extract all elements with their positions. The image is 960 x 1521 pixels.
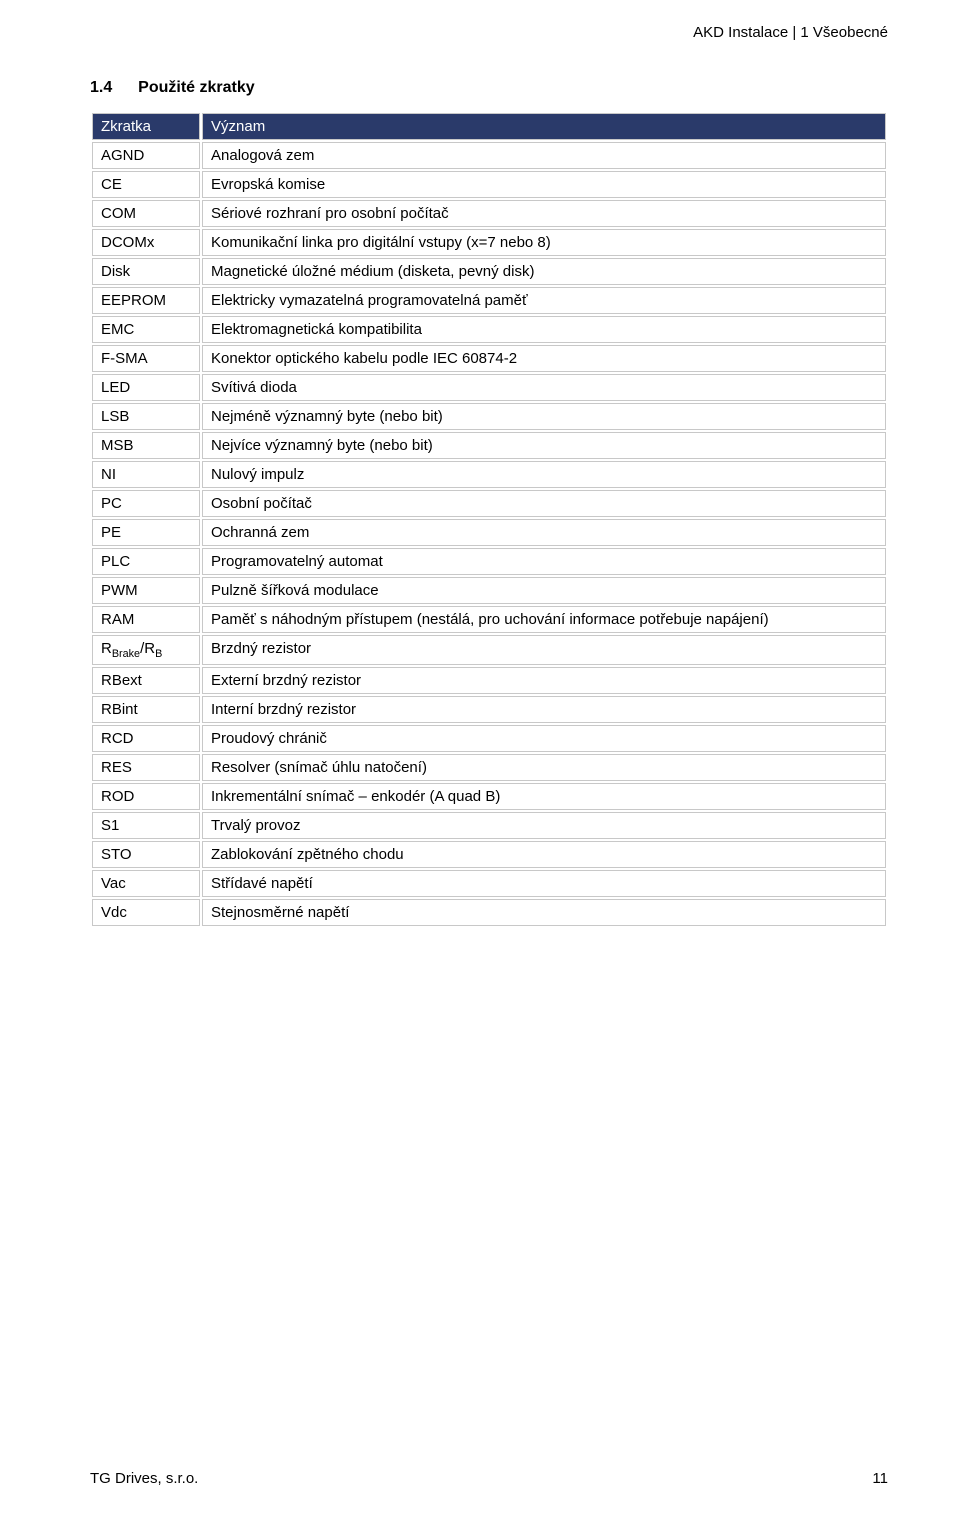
table-row: S1Trvalý provoz bbox=[92, 812, 886, 839]
cell-zkratka: STO bbox=[92, 841, 200, 868]
section-heading: 1.4 Použité zkratky bbox=[90, 79, 888, 97]
cell-zkratka: PC bbox=[92, 490, 200, 517]
cell-vyznam: Externí brzdný rezistor bbox=[202, 667, 886, 694]
col-header-zkratka: Zkratka bbox=[92, 113, 200, 140]
page-header-right: AKD Instalace | 1 Všeobecné bbox=[90, 24, 888, 41]
cell-zkratka: Vac bbox=[92, 870, 200, 897]
table-row: RBintInterní brzdný rezistor bbox=[92, 696, 886, 723]
table-row: RAMPaměť s náhodným přístupem (nestálá, … bbox=[92, 606, 886, 633]
abbreviations-table: Zkratka Význam AGNDAnalogová zemCEEvrops… bbox=[90, 111, 888, 928]
cell-vyznam: Magnetické úložné médium (disketa, pevný… bbox=[202, 258, 886, 285]
section-number: 1.4 bbox=[90, 79, 134, 97]
cell-vyznam: Osobní počítač bbox=[202, 490, 886, 517]
table-row: RBextExterní brzdný rezistor bbox=[92, 667, 886, 694]
table-row: RODInkrementální snímač – enkodér (A qua… bbox=[92, 783, 886, 810]
table-row: EEPROMElektricky vymazatelná programovat… bbox=[92, 287, 886, 314]
cell-zkratka: F-SMA bbox=[92, 345, 200, 372]
table-row: F-SMAKonektor optického kabelu podle IEC… bbox=[92, 345, 886, 372]
cell-vyznam: Nejméně významný byte (nebo bit) bbox=[202, 403, 886, 430]
cell-zkratka: RAM bbox=[92, 606, 200, 633]
table-header-row: Zkratka Význam bbox=[92, 113, 886, 140]
cell-vyznam: Elektricky vymazatelná programovatelná p… bbox=[202, 287, 886, 314]
cell-zkratka: COM bbox=[92, 200, 200, 227]
table-row: NINulový impulz bbox=[92, 461, 886, 488]
cell-vyznam: Nulový impulz bbox=[202, 461, 886, 488]
cell-zkratka: LSB bbox=[92, 403, 200, 430]
cell-vyznam: Nejvíce významný byte (nebo bit) bbox=[202, 432, 886, 459]
cell-vyznam: Sériové rozhraní pro osobní počítač bbox=[202, 200, 886, 227]
cell-vyznam: Ochranná zem bbox=[202, 519, 886, 546]
cell-vyznam: Zablokování zpětného chodu bbox=[202, 841, 886, 868]
cell-vyznam: Inkrementální snímač – enkodér (A quad B… bbox=[202, 783, 886, 810]
table-row: RCDProudový chránič bbox=[92, 725, 886, 752]
section-title: Použité zkratky bbox=[138, 79, 254, 97]
cell-zkratka: RBrake/RB bbox=[92, 635, 200, 665]
cell-zkratka: PWM bbox=[92, 577, 200, 604]
cell-zkratka: S1 bbox=[92, 812, 200, 839]
cell-vyznam: Komunikační linka pro digitální vstupy (… bbox=[202, 229, 886, 256]
cell-zkratka: Vdc bbox=[92, 899, 200, 926]
cell-zkratka: EMC bbox=[92, 316, 200, 343]
table-row: LEDSvítivá dioda bbox=[92, 374, 886, 401]
cell-zkratka: RES bbox=[92, 754, 200, 781]
page-container: AKD Instalace | 1 Všeobecné 1.4 Použité … bbox=[0, 0, 960, 968]
table-row: VdcStejnosměrné napětí bbox=[92, 899, 886, 926]
table-row: LSBNejméně významný byte (nebo bit) bbox=[92, 403, 886, 430]
cell-vyznam: Analogová zem bbox=[202, 142, 886, 169]
page-footer: TG Drives, s.r.o. 11 bbox=[90, 1470, 888, 1487]
cell-zkratka: CE bbox=[92, 171, 200, 198]
table-row: PEOchranná zem bbox=[92, 519, 886, 546]
table-row: RESResolver (snímač úhlu natočení) bbox=[92, 754, 886, 781]
table-row: CEEvropská komise bbox=[92, 171, 886, 198]
cell-zkratka: NI bbox=[92, 461, 200, 488]
footer-left: TG Drives, s.r.o. bbox=[90, 1470, 198, 1487]
cell-zkratka: EEPROM bbox=[92, 287, 200, 314]
table-row: RBrake/RBBrzdný rezistor bbox=[92, 635, 886, 665]
table-row: DCOMxKomunikační linka pro digitální vst… bbox=[92, 229, 886, 256]
cell-vyznam: Elektromagnetická kompatibilita bbox=[202, 316, 886, 343]
table-row: STOZablokování zpětného chodu bbox=[92, 841, 886, 868]
table-row: AGNDAnalogová zem bbox=[92, 142, 886, 169]
table-row: COMSériové rozhraní pro osobní počítač bbox=[92, 200, 886, 227]
table-row: PWMPulzně šířková modulace bbox=[92, 577, 886, 604]
cell-vyznam: Trvalý provoz bbox=[202, 812, 886, 839]
cell-zkratka: AGND bbox=[92, 142, 200, 169]
cell-vyznam: Resolver (snímač úhlu natočení) bbox=[202, 754, 886, 781]
table-row: PLCProgramovatelný automat bbox=[92, 548, 886, 575]
cell-zkratka: ROD bbox=[92, 783, 200, 810]
cell-zkratka: DCOMx bbox=[92, 229, 200, 256]
cell-vyznam: Interní brzdný rezistor bbox=[202, 696, 886, 723]
cell-zkratka: RBint bbox=[92, 696, 200, 723]
cell-zkratka: RBext bbox=[92, 667, 200, 694]
cell-zkratka: RCD bbox=[92, 725, 200, 752]
cell-vyznam: Stejnosměrné napětí bbox=[202, 899, 886, 926]
cell-vyznam: Proudový chránič bbox=[202, 725, 886, 752]
cell-zkratka: MSB bbox=[92, 432, 200, 459]
cell-zkratka: PE bbox=[92, 519, 200, 546]
cell-vyznam: Evropská komise bbox=[202, 171, 886, 198]
table-row: PCOsobní počítač bbox=[92, 490, 886, 517]
table-row: EMCElektromagnetická kompatibilita bbox=[92, 316, 886, 343]
cell-vyznam: Paměť s náhodným přístupem (nestálá, pro… bbox=[202, 606, 886, 633]
cell-zkratka: LED bbox=[92, 374, 200, 401]
cell-zkratka: PLC bbox=[92, 548, 200, 575]
cell-vyznam: Programovatelný automat bbox=[202, 548, 886, 575]
cell-vyznam: Brzdný rezistor bbox=[202, 635, 886, 665]
cell-zkratka: Disk bbox=[92, 258, 200, 285]
cell-vyznam: Svítivá dioda bbox=[202, 374, 886, 401]
cell-vyznam: Střídavé napětí bbox=[202, 870, 886, 897]
table-row: MSBNejvíce významný byte (nebo bit) bbox=[92, 432, 886, 459]
table-row: VacStřídavé napětí bbox=[92, 870, 886, 897]
cell-vyznam: Pulzně šířková modulace bbox=[202, 577, 886, 604]
footer-right: 11 bbox=[872, 1470, 888, 1487]
table-row: DiskMagnetické úložné médium (disketa, p… bbox=[92, 258, 886, 285]
col-header-vyznam: Význam bbox=[202, 113, 886, 140]
cell-vyznam: Konektor optického kabelu podle IEC 6087… bbox=[202, 345, 886, 372]
